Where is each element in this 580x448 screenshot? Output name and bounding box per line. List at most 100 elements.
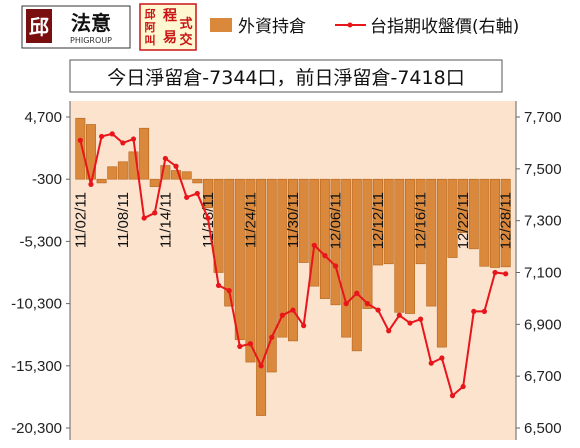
price-point <box>343 301 349 307</box>
position-bar <box>149 178 160 187</box>
left-tick-label: -10,300 <box>11 296 62 313</box>
right-tick-label: 7,500 <box>524 161 562 178</box>
price-point <box>130 136 137 142</box>
date-label: 12/28/11 <box>498 192 515 249</box>
price-point <box>215 282 222 289</box>
position-bar <box>213 178 224 273</box>
right-tick-label: 7,700 <box>524 109 562 126</box>
right-tick-label: 6,900 <box>524 316 562 333</box>
price-point <box>226 288 232 294</box>
position-bar <box>319 178 330 299</box>
position-bar <box>330 178 341 306</box>
position-bar <box>362 178 373 309</box>
phigroup-logo: 邱 法意 PHIGROUP <box>21 5 131 49</box>
price-point <box>120 140 126 146</box>
logo-stamp-char-4: 程 <box>163 8 177 24</box>
logo-stamp-char-7: 交 <box>179 32 192 48</box>
price-point <box>364 301 371 307</box>
position-bar <box>256 178 267 416</box>
date-label: 11/02/11 <box>72 192 89 248</box>
date-label: 12/06/11 <box>328 192 345 249</box>
position-bar <box>490 178 501 268</box>
right-axis: 7,700 7,500 7,300 7,100 6,900 6,700 6,500 <box>515 101 562 440</box>
position-bar <box>202 178 213 209</box>
position-bar <box>117 161 128 180</box>
position-bar <box>447 178 458 258</box>
logo-name: 法意 <box>71 11 111 35</box>
right-tick-label: 6,500 <box>524 420 562 437</box>
banner: 今日淨留倉-7344口，前日淨留倉-7418口 <box>69 59 503 93</box>
logo-stamp-char-2: 阿 <box>145 20 156 34</box>
price-point <box>247 341 254 347</box>
price-point <box>322 253 328 259</box>
price-point <box>162 155 168 162</box>
price-point <box>396 312 402 318</box>
date-label: 11/24/11 <box>242 192 259 248</box>
position-bar <box>298 178 309 263</box>
logo-stamp-char-5: 式 <box>179 16 192 32</box>
banner-text: 今日淨留倉-7344口，前日淨留倉-7418口 <box>107 67 464 89</box>
position-bar <box>192 178 203 184</box>
position-bar <box>128 151 139 180</box>
price-point <box>88 181 94 187</box>
price-point <box>492 269 498 276</box>
date-label: 11/08/11 <box>115 192 132 248</box>
price-point <box>279 312 285 318</box>
left-tick-label: -5,300 <box>19 233 62 250</box>
position-bar <box>468 178 479 250</box>
price-point <box>471 308 477 314</box>
position-bar <box>426 178 437 307</box>
date-label: 12/16/11 <box>413 192 430 249</box>
logo-stamp-char-3: 叫 <box>145 33 156 47</box>
position-bar <box>266 178 277 373</box>
position-bar <box>277 178 288 338</box>
price-point <box>449 393 456 399</box>
price-point <box>194 190 200 197</box>
legend: 外資持倉 台指期收盤價(右軸) <box>210 17 519 37</box>
position-bar <box>436 178 447 348</box>
price-line-series <box>77 131 509 399</box>
price-point <box>237 343 243 349</box>
left-tick-label: 4,700 <box>24 109 62 126</box>
position-bar <box>415 178 426 265</box>
price-point <box>290 307 296 313</box>
left-tick-label: -300 <box>32 171 62 188</box>
price-point <box>77 137 83 143</box>
price-point <box>258 363 264 369</box>
price-point <box>439 355 445 361</box>
position-bar <box>500 178 511 268</box>
position-bar <box>139 127 150 180</box>
right-tick-label: 6,700 <box>524 368 562 385</box>
logo-stamp-char-6: 易 <box>163 30 177 46</box>
position-bar <box>404 178 415 314</box>
position-bars <box>75 117 511 416</box>
price-point <box>375 307 381 313</box>
price-point <box>354 290 360 296</box>
price-point <box>311 242 317 248</box>
legend-line-dot <box>347 22 353 28</box>
right-tick-label: 7,100 <box>524 265 562 282</box>
price-point <box>184 194 190 200</box>
price-point <box>386 328 392 334</box>
price-point <box>152 210 158 216</box>
date-label: 11/14/11 <box>157 192 174 248</box>
left-axis: 4,700 -300 -5,300 -10,300 -15,300 -20,300 <box>11 101 71 440</box>
price-point <box>173 163 179 169</box>
position-bar <box>234 178 245 340</box>
price-point <box>205 215 211 221</box>
date-label: 12/22/11 <box>455 192 472 249</box>
price-point <box>428 360 434 366</box>
price-point <box>418 316 424 322</box>
price-point <box>407 320 413 326</box>
position-bar <box>383 178 394 265</box>
price-point <box>503 271 509 277</box>
date-label: 11/30/11 <box>285 192 302 248</box>
position-bar <box>171 170 182 180</box>
position-bar <box>309 178 320 287</box>
position-bar <box>96 178 107 184</box>
price-point <box>98 133 105 140</box>
position-bar <box>341 178 352 338</box>
price-point <box>481 308 488 314</box>
logo-mark-box <box>26 9 52 43</box>
